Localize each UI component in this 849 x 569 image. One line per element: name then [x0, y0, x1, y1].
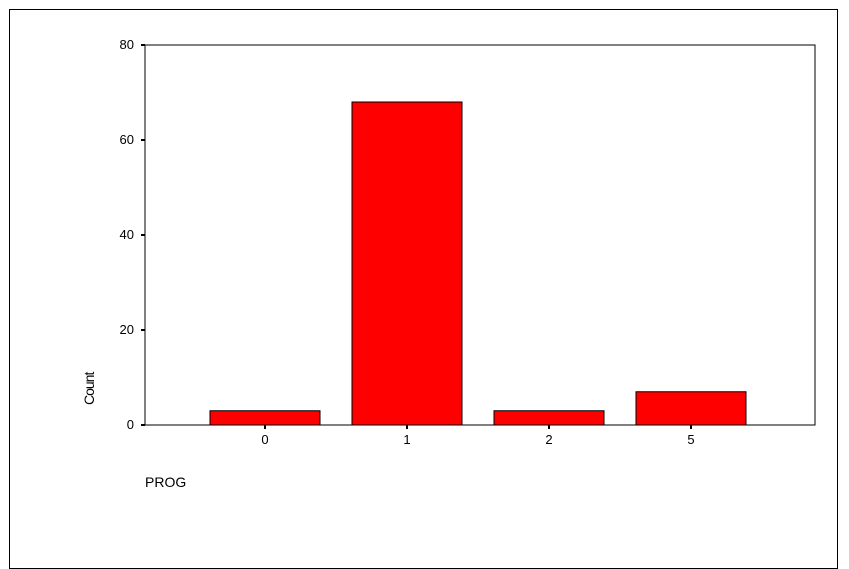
bar-chart: 0 20 40 60 80 0 1 2 5 Count PROG	[81, 37, 816, 490]
x-tick-label: 5	[687, 432, 694, 447]
bar-1	[351, 101, 463, 426]
y-tick-label: 20	[120, 322, 134, 337]
bar-5	[635, 391, 747, 426]
x-axis-label: PROG	[145, 474, 186, 490]
bar-2	[493, 410, 605, 426]
plot-area	[144, 44, 816, 426]
y-tick-label: 40	[120, 227, 134, 242]
y-tick-label: 0	[127, 417, 134, 432]
x-axis-ticks: 0 1 2 5	[261, 425, 695, 447]
bars-group	[209, 101, 747, 426]
bar-0	[209, 410, 321, 426]
x-tick-label: 1	[403, 432, 410, 447]
y-axis-ticks: 0 20 40 60 80	[120, 37, 145, 432]
x-tick-label: 2	[545, 432, 552, 447]
y-tick-label: 80	[120, 37, 134, 52]
y-tick-label: 60	[120, 132, 134, 147]
y-axis-label: Count	[81, 372, 97, 405]
x-tick-label: 0	[261, 432, 268, 447]
